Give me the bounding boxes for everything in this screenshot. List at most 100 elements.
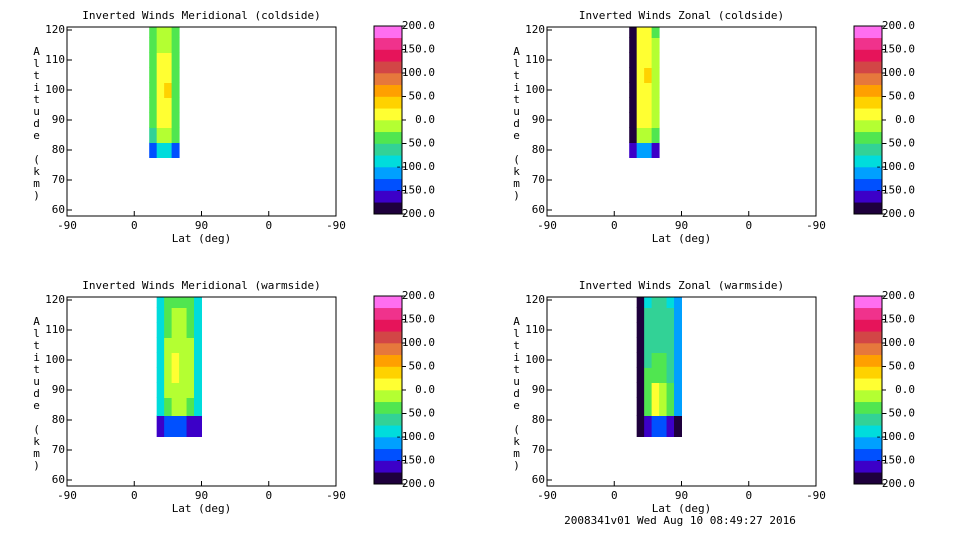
colorbar-band [854, 37, 882, 50]
contour-cell [171, 307, 180, 323]
contour-field [629, 27, 660, 158]
x-tick-label: 90 [195, 489, 208, 502]
y-axis-label: Altitude (km) [510, 315, 523, 471]
x-tick-label: -90 [57, 489, 77, 502]
contour-cell [636, 307, 645, 323]
colorbar-band [854, 331, 882, 344]
contour-cell [651, 37, 660, 53]
colorbar-band [854, 437, 882, 450]
y-tick-label: 110 [525, 53, 545, 66]
contour-cell [651, 322, 660, 338]
colorbar-tick-label: 50.0 [409, 360, 436, 373]
contour-cell [629, 52, 638, 68]
y-tick-label: 80 [52, 413, 65, 426]
colorbar-tick-label: 150.0 [882, 43, 915, 56]
contour-cell [644, 82, 653, 98]
contour-cell [651, 367, 660, 383]
colorbar-band [374, 343, 402, 356]
contour-cell [164, 27, 173, 38]
colorbar-band [374, 131, 402, 144]
contour-cell [636, 127, 645, 143]
contour-cell [659, 337, 668, 353]
contour-cell [149, 97, 158, 113]
colorbar-band [854, 460, 882, 473]
contour-cell [644, 352, 653, 368]
contour-cell [636, 382, 645, 398]
contour-cell [629, 37, 638, 53]
colorbar-band [374, 401, 402, 414]
colorbar-band [374, 437, 402, 450]
colorbar-band [374, 378, 402, 391]
colorbar-band [854, 178, 882, 191]
colorbar-band [374, 425, 402, 438]
colorbar-band [854, 343, 882, 356]
colorbar-band [854, 319, 882, 332]
contour-cell [149, 112, 158, 128]
contour-cell [149, 82, 158, 98]
colorbar-tick-label: -50.0 [402, 137, 435, 150]
contour-cell [666, 307, 675, 323]
contour-cell [629, 142, 638, 158]
colorbar-band [854, 167, 882, 180]
contour-cell [179, 352, 188, 368]
contour-cell [194, 352, 202, 368]
contour-cell [171, 82, 180, 98]
colorbar-tick-label: -150.0 [395, 184, 435, 197]
y-tick-label: 80 [532, 413, 545, 426]
contour-cell [156, 397, 165, 416]
contour-cell [156, 367, 165, 383]
y-tick-label: 70 [52, 443, 65, 456]
colorbar-band [374, 202, 402, 215]
colorbar-band [374, 167, 402, 180]
colorbar-tick-label: 100.0 [402, 66, 435, 79]
colorbar-band [374, 319, 402, 332]
contour-cell [164, 37, 173, 53]
contour-cell [651, 415, 660, 437]
y-tick-label: 110 [45, 53, 65, 66]
contour-cell [644, 67, 653, 83]
contour-cell [194, 397, 202, 416]
y-tick-label: 60 [532, 473, 545, 486]
contour-cell [666, 415, 675, 437]
y-tick-label: 60 [52, 473, 65, 486]
colorbar-tick-label: -100.0 [395, 160, 435, 173]
contour-cell [629, 127, 638, 143]
chart-title: Inverted Winds Zonal (warmside) [579, 279, 784, 292]
contour-cell [164, 297, 173, 308]
contour-cell [636, 322, 645, 338]
x-axis-label: Lat (deg) [172, 232, 232, 245]
contour-field [636, 297, 682, 437]
y-tick-label: 80 [532, 143, 545, 156]
colorbar-band [854, 202, 882, 215]
contour-cell [651, 82, 660, 98]
colorbar-tick-label: 100.0 [882, 66, 915, 79]
contour-cell [644, 397, 653, 416]
contour-cell [651, 337, 660, 353]
contour-cell [666, 382, 675, 398]
contour-cell [149, 27, 158, 38]
contour-cell [186, 322, 195, 338]
contour-cell [636, 37, 645, 53]
contour-cell [659, 367, 668, 383]
contour-cell [164, 127, 173, 143]
colorbar-tick-label: 200.0 [402, 19, 435, 32]
contour-cell [194, 367, 202, 383]
contour-cell [194, 307, 202, 323]
contour-cell [644, 307, 653, 323]
colorbar-band [374, 366, 402, 379]
contour-cell [171, 112, 180, 128]
contour-cell [659, 307, 668, 323]
contour-cell [149, 52, 158, 68]
contour-cell [164, 307, 173, 323]
contour-cell [164, 142, 173, 158]
contour-cell [156, 52, 165, 68]
contour-cell [171, 415, 180, 437]
colorbar-band [374, 331, 402, 344]
contour-cell [164, 352, 173, 368]
contour-field [156, 297, 202, 437]
contour-cell [674, 415, 682, 437]
colorbar-band [854, 49, 882, 62]
panel: Inverted Winds Meridional (coldside) Lat … [30, 9, 435, 245]
x-tick-label: -90 [326, 489, 346, 502]
colorbar-band [374, 73, 402, 86]
